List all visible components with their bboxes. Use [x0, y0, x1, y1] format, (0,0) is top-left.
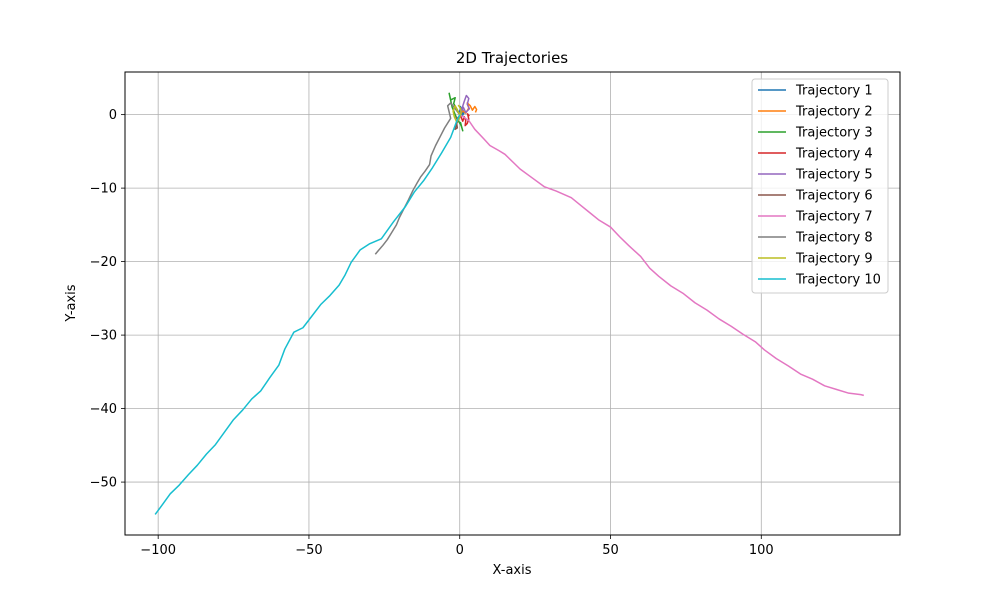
series-layer — [154, 92, 864, 515]
legend-label-trajectory-1: Trajectory 1 — [795, 84, 873, 99]
series-line-trajectory-7 — [459, 114, 864, 397]
y-tick-label: −20 — [90, 255, 117, 270]
y-tick-label: −10 — [90, 182, 117, 197]
legend-label-trajectory-8: Trajectory 8 — [795, 231, 873, 246]
x-axis-label: X-axis — [493, 563, 532, 578]
y-axis-label: Y-axis — [64, 284, 79, 322]
series-line-trajectory-8 — [374, 102, 461, 255]
series-line-trajectory-9 — [452, 104, 462, 123]
series-line-trajectory-2 — [459, 102, 478, 116]
x-tick-label: 0 — [456, 543, 464, 558]
ticks: −100 −50 0 50 100−50−40−30−20−100 — [90, 108, 774, 558]
legend-label-trajectory-5: Trajectory 5 — [795, 168, 873, 183]
x-tick-label: 50 — [602, 543, 619, 558]
y-tick-label: 0 — [109, 108, 117, 123]
legend-label-trajectory-4: Trajectory 4 — [795, 147, 873, 162]
legend: Trajectory 1 Trajectory 2 Trajectory 3 Traj… — [751, 78, 889, 294]
legend-label-trajectory-10: Trajectory 10 — [795, 273, 881, 288]
series-line-trajectory-5 — [459, 94, 471, 115]
legend-label-trajectory-2: Trajectory 2 — [795, 105, 873, 120]
legend-label-trajectory-9: Trajectory 9 — [795, 252, 873, 267]
x-tick-label: 100 — [749, 543, 774, 558]
y-tick-label: −30 — [90, 329, 117, 344]
legend-label-trajectory-7: Trajectory 7 — [795, 210, 873, 225]
y-tick-label: −40 — [90, 402, 117, 417]
series-line-trajectory-4 — [459, 113, 470, 127]
legend-label-trajectory-6: Trajectory 6 — [795, 189, 873, 204]
x-tick-label: −100 — [140, 543, 176, 558]
legend-label-trajectory-3: Trajectory 3 — [795, 126, 873, 141]
x-tick-label: −50 — [295, 543, 322, 558]
y-tick-label: −50 — [90, 476, 117, 491]
chart-title: 2D Trajectories — [456, 49, 568, 67]
series-line-trajectory-10 — [154, 114, 461, 515]
plot-frame — [124, 71, 901, 536]
